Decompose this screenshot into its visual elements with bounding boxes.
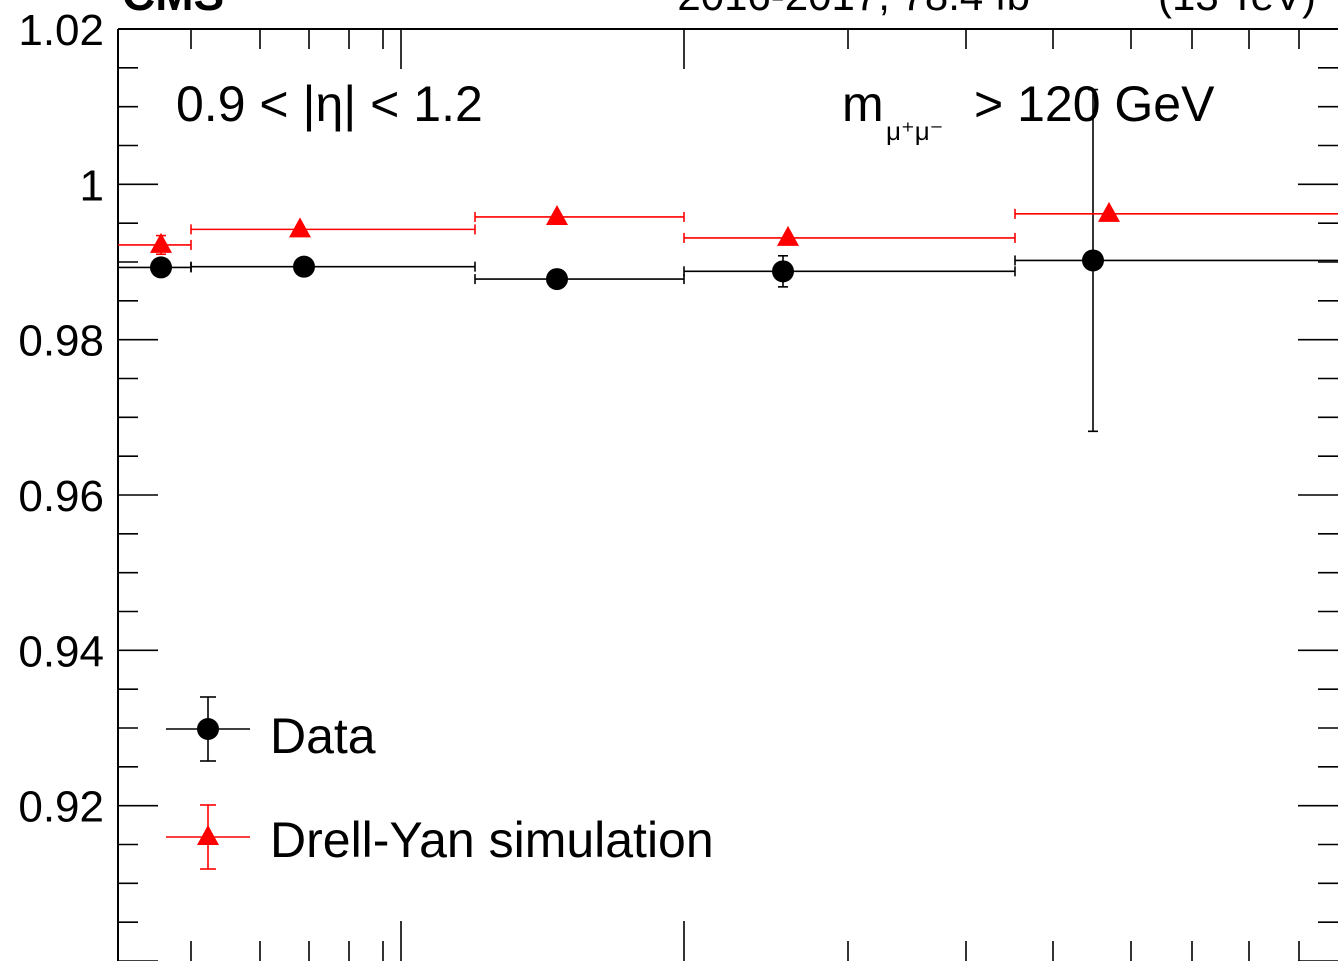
simulation-point (1015, 202, 1338, 222)
y-tick-label: 1 (80, 161, 104, 210)
simulation-marker (289, 217, 311, 237)
data-point (1015, 90, 1338, 432)
y-tick-label: 0.92 (18, 783, 104, 832)
simulation-point (191, 217, 475, 237)
y-tick-label: 0.96 (18, 472, 104, 521)
lumi-label: 2016-2017, 78.4 fb (677, 0, 1030, 19)
data-marker (150, 256, 172, 278)
simulation-marker (777, 226, 799, 246)
simulation-point (684, 226, 1015, 246)
energy-label: (13 TeV) (1158, 0, 1316, 19)
data-marker (772, 260, 794, 282)
y-tick-label: 1.02 (18, 6, 104, 55)
legend-data-marker (166, 697, 250, 761)
y-tick-label: 0.94 (18, 627, 104, 676)
simulation-marker (546, 205, 568, 225)
simulation-point (475, 205, 684, 225)
data-marker (293, 256, 315, 278)
simulation-marker (150, 233, 172, 253)
eta-range-label: 0.9 < |η| < 1.2 (176, 76, 483, 132)
mass-cut-value: > 120 GeV (974, 76, 1215, 132)
data-point (191, 256, 475, 278)
experiment-label: CMS (122, 0, 224, 20)
simulation-marker (1098, 202, 1120, 222)
mass-cut-m: m (842, 76, 884, 132)
data-marker (546, 268, 568, 290)
data-point (118, 256, 191, 278)
simulation-point (118, 233, 191, 254)
data-point (684, 256, 1015, 287)
legend-data-label: Data (270, 708, 376, 764)
series-layer (118, 90, 1338, 432)
data-point (475, 268, 684, 290)
data-marker (1082, 249, 1104, 271)
legend-dy-marker (166, 805, 250, 869)
legend: Data Drell-Yan simulation (166, 697, 714, 869)
mass-cut-subscript: μ⁺μ⁻ (886, 116, 943, 146)
y-tick-label: 0.98 (18, 317, 104, 366)
legend-dy-label: Drell-Yan simulation (270, 812, 714, 868)
